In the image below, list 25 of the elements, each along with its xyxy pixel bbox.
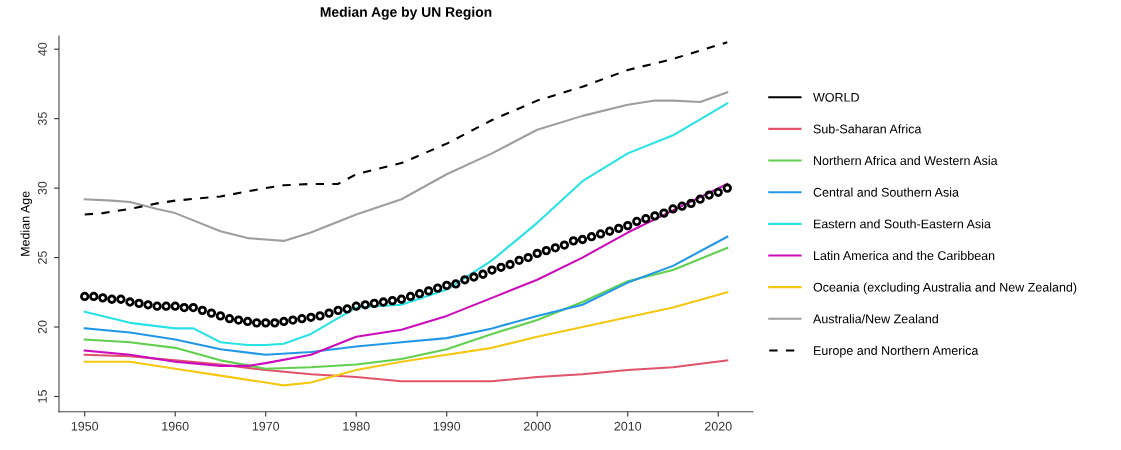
- legend-label: Oceania (excluding Australia and New Zealand): [813, 282, 1077, 295]
- x-tick-label: 1980: [343, 421, 370, 431]
- legend-label: Latin America and the Caribbean: [814, 250, 995, 261]
- y-tick-label: 35: [37, 112, 47, 126]
- y-axis-title: Median Age: [20, 191, 33, 256]
- x-tick-label: 1990: [433, 421, 461, 431]
- x-tick-label: 1950: [71, 421, 99, 431]
- legend-label: WORLD: [813, 92, 859, 102]
- y-tick-label: 30: [37, 181, 47, 195]
- x-tick-label: 2020: [704, 421, 732, 431]
- legend-label: Northern Africa and Western Asia: [814, 155, 998, 166]
- x-tick-label: 1960: [162, 421, 189, 431]
- x-tick-label: 2000: [523, 421, 551, 431]
- legend-label: Sub-Saharan Africa: [813, 124, 922, 134]
- x-tick-label: 2010: [614, 421, 642, 431]
- legend-label: Europe and Northern America: [814, 345, 979, 358]
- legend-label: Central and Southern Asia: [813, 187, 959, 197]
- chart-title: Median Age by UN Region: [320, 6, 492, 20]
- y-tick-label: 25: [37, 251, 47, 264]
- y-tick-label: 20: [37, 320, 47, 334]
- legend-label: Eastern and South-Eastern Asia: [814, 219, 991, 229]
- x-tick-label: 1970: [252, 421, 280, 431]
- y-tick-label: 15: [38, 390, 47, 403]
- y-tick-label: 40: [37, 42, 47, 56]
- legend-label: Australia/New Zealand: [813, 314, 938, 324]
